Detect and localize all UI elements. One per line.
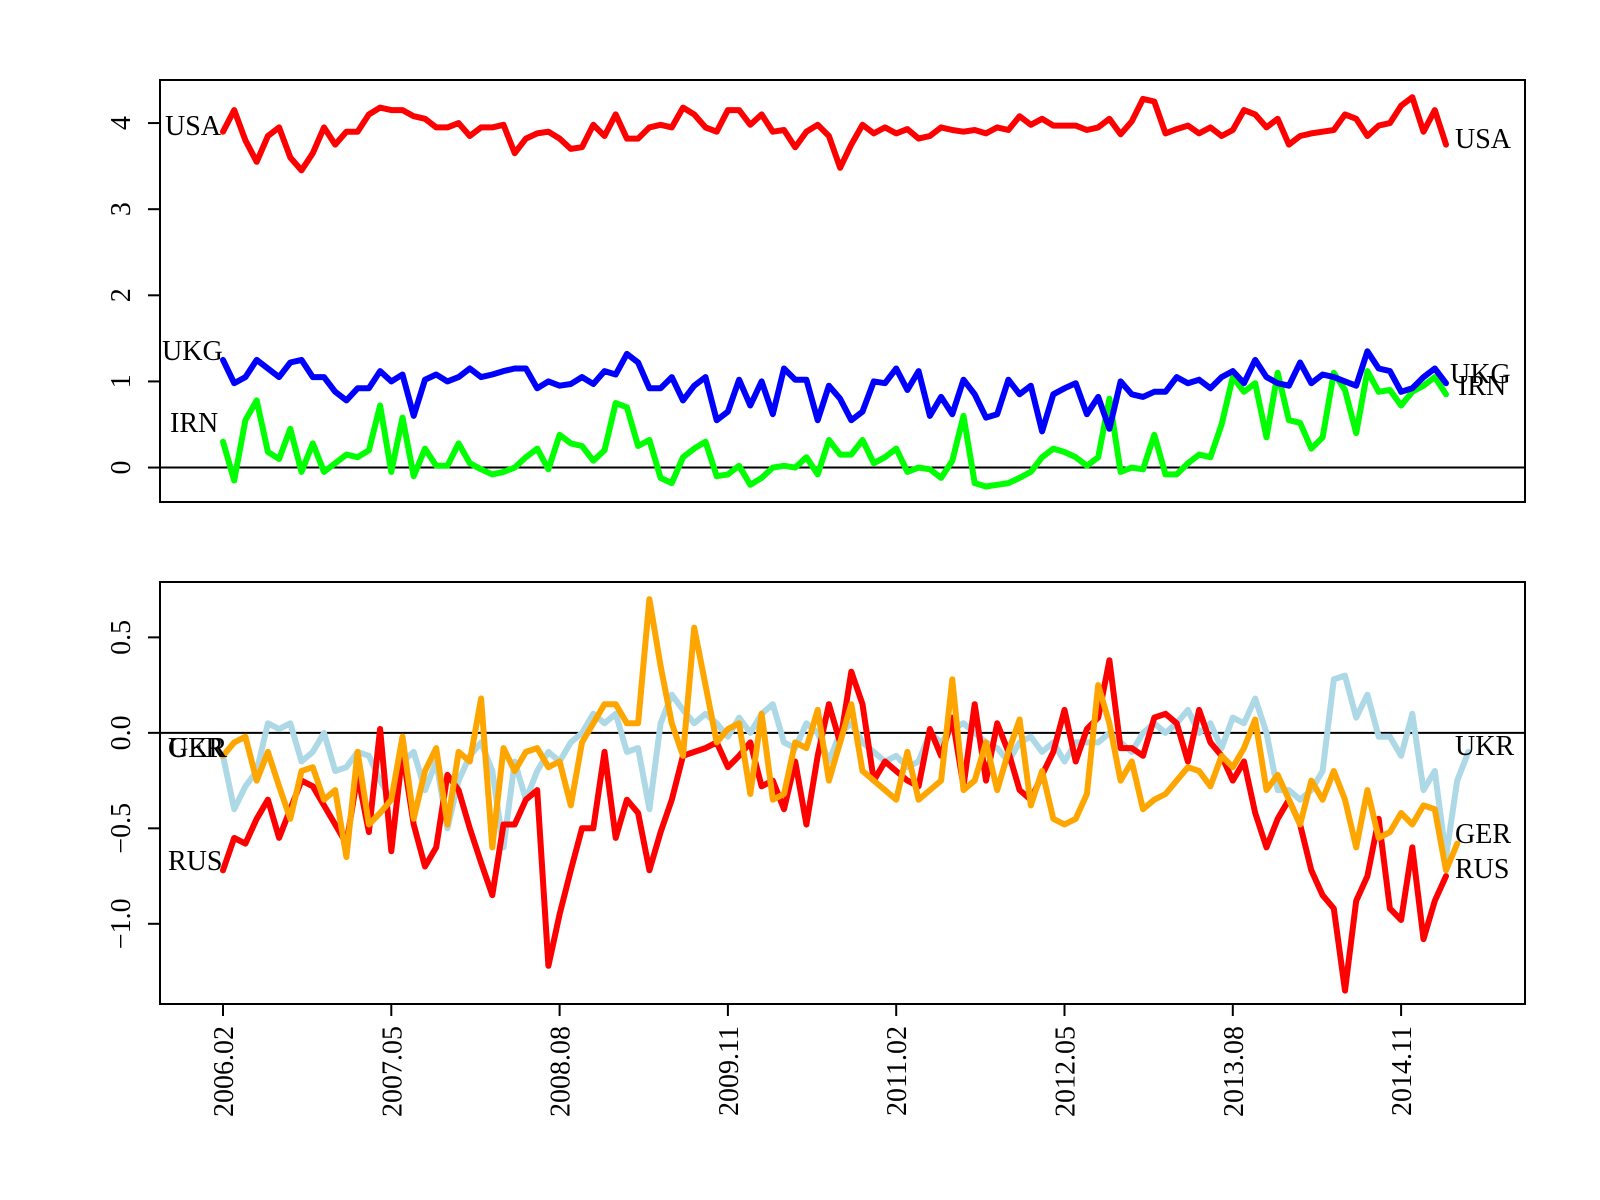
bottom-ytick-label-0: −1.0 <box>106 898 137 949</box>
bottom-label-right-rus: RUS <box>1455 854 1509 885</box>
top-label-left-usa: USA <box>165 111 222 142</box>
top-label-right-usa: USA <box>1455 124 1512 155</box>
top-label-right-ukg: UKG <box>1450 359 1511 390</box>
top-ytick-label-2: 2 <box>106 288 137 302</box>
top-series-usa-line <box>220 94 1449 174</box>
bottom-xtick-label-7: 2014.11 <box>1387 1026 1418 1116</box>
bottom-ytick-label-2: 0.0 <box>106 715 137 750</box>
bottom-xtick-label-6: 2013.08 <box>1219 1026 1250 1117</box>
bottom-xtick-label-2: 2008.08 <box>546 1026 577 1117</box>
top-series-ukg-line <box>220 348 1449 435</box>
top-series-irn-line <box>220 368 1449 490</box>
top-label-right-irn: IRN <box>1458 371 1506 402</box>
top-plot-frame <box>159 79 1526 503</box>
top-ytick-label-1: 1 <box>106 374 137 388</box>
bottom-label-left-ukr: UKR <box>168 733 227 764</box>
top-ytick-label-4: 4 <box>106 116 137 130</box>
bottom-label-right-ukr: UKR <box>1455 731 1514 762</box>
bottom-label-right-ger: GER <box>1455 819 1511 850</box>
top-label-left-irn: IRN <box>170 408 218 439</box>
bottom-ytick-label-1: −0.5 <box>106 803 137 854</box>
bottom-plot-frame <box>159 581 1526 1005</box>
top-label-left-ukg: UKG <box>162 336 223 367</box>
top-ytick-label-0: 0 <box>106 461 137 475</box>
bottom-series-ger-line <box>220 596 1461 874</box>
bottom-xtick-label-1: 2007.05 <box>377 1026 408 1117</box>
bottom-series-rus-line <box>220 657 1449 994</box>
top-ytick-label-3: 3 <box>106 202 137 216</box>
bottom-xtick-label-3: 2009.11 <box>714 1026 745 1116</box>
bottom-label-left-rus: RUS <box>168 846 222 877</box>
bottom-label-left-ger: GER <box>168 733 224 764</box>
bottom-xtick-label-0: 2006.02 <box>209 1026 240 1117</box>
bottom-panel: −1.0 −0.5 0.0 0.5 2006.02 2007.05 2008.08 2009.… <box>106 581 1526 1117</box>
bottom-xtick-label-4: 2011.02 <box>882 1026 913 1116</box>
bottom-xtick-label-5: 2012.05 <box>1051 1026 1082 1117</box>
bottom-ytick-label-3: 0.5 <box>106 620 137 655</box>
